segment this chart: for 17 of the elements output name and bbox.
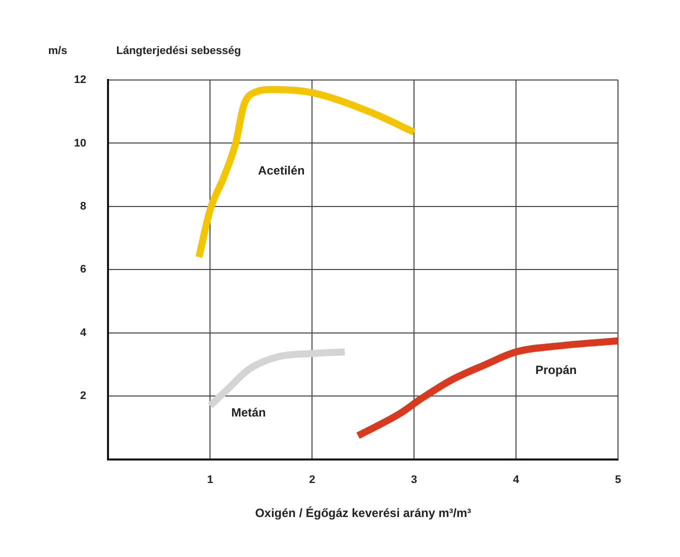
x-tick-label: 4 (512, 474, 520, 486)
series-label: Metán (231, 405, 266, 420)
x-axis-title: Oxigén / Égőgáz keverési arány m³/m³ (255, 506, 472, 520)
y-tick-label: 12 (74, 74, 86, 86)
x-tick-label: 1 (207, 474, 214, 486)
y-axis-title: m/s (48, 45, 68, 57)
text: Acetilén (258, 163, 305, 178)
x-tick-label: 2 (309, 474, 316, 486)
chart-title: Lángterjedési sebesség (116, 45, 241, 57)
y-tick-label: 4 (80, 326, 88, 339)
y-tick-label: 6 (80, 264, 86, 276)
x-tick-label: 5 (614, 474, 622, 486)
y-tick-label: 2 (80, 390, 86, 402)
y-tick-label: 8 (80, 200, 86, 212)
series-label: Propán (535, 362, 577, 377)
y-tick-label: 10 (74, 137, 86, 150)
x-tick-label: 3 (411, 474, 418, 486)
